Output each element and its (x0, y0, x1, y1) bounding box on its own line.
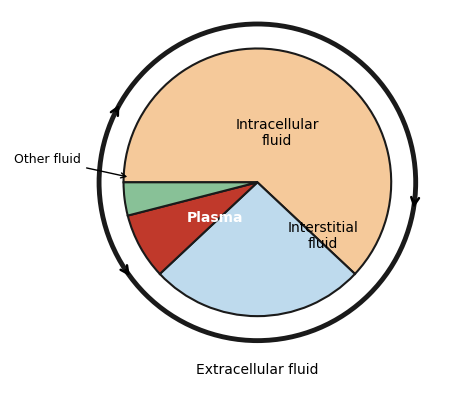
Text: Extracellular fluid: Extracellular fluid (196, 363, 319, 377)
Wedge shape (124, 182, 257, 216)
Wedge shape (160, 182, 355, 316)
Text: Interstitial
fluid: Interstitial fluid (287, 221, 358, 251)
Text: Intracellular
fluid: Intracellular fluid (235, 118, 319, 149)
Text: Other fluid: Other fluid (14, 153, 126, 178)
Wedge shape (128, 182, 257, 274)
Text: Plasma: Plasma (187, 211, 243, 225)
Wedge shape (124, 48, 391, 274)
